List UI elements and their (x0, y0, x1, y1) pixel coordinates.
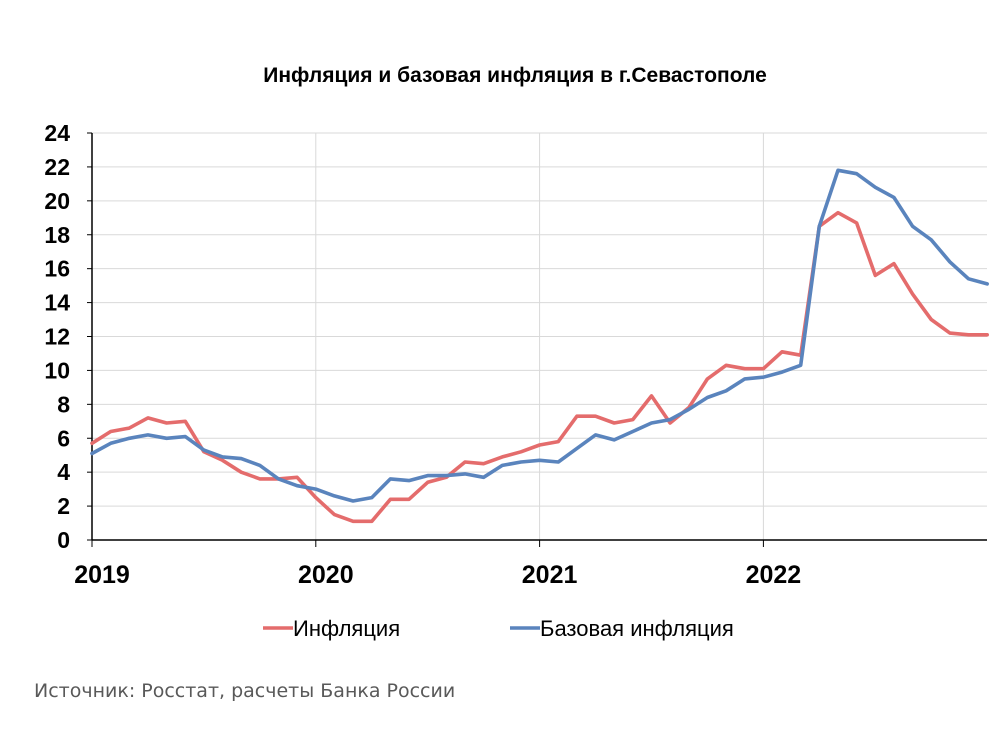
y-tick-label: 2 (57, 493, 70, 519)
y-tick-label: 18 (44, 222, 70, 248)
x-tick-label: 2020 (298, 561, 354, 589)
legend-label-0: Инфляция (293, 616, 400, 641)
x-tick-label: 2021 (522, 561, 578, 589)
source-note: Источник: Росстат, расчеты Банка России (34, 680, 456, 702)
y-tick-label: 8 (57, 391, 70, 417)
y-tick-label: 24 (44, 120, 70, 146)
axes (87, 132, 987, 547)
x-tick-labels: 2019 2020 2021 2022 (74, 561, 801, 589)
y-tick-label: 16 (44, 256, 70, 282)
legend: Инфляция Базовая инфляция (263, 616, 734, 641)
y-tick-label: 12 (44, 324, 70, 350)
y-tick-label: 14 (44, 290, 70, 316)
x-tick-label: 2019 (74, 561, 130, 589)
y-tick-label: 4 (57, 459, 70, 485)
x-grid (315, 133, 764, 540)
series-lines (90, 168, 990, 524)
chart-title: Инфляция и базовая инфляция в г.Севастоп… (263, 64, 767, 87)
legend-label-1: Базовая инфляция (540, 616, 734, 641)
y-tick-label: 10 (44, 357, 70, 383)
y-tick-label: 22 (44, 154, 70, 180)
y-tick-label: 0 (57, 527, 70, 553)
x-tick-label: 2022 (746, 561, 802, 589)
y-tick-label: 20 (44, 188, 70, 214)
y-tick-label: 6 (57, 425, 70, 451)
